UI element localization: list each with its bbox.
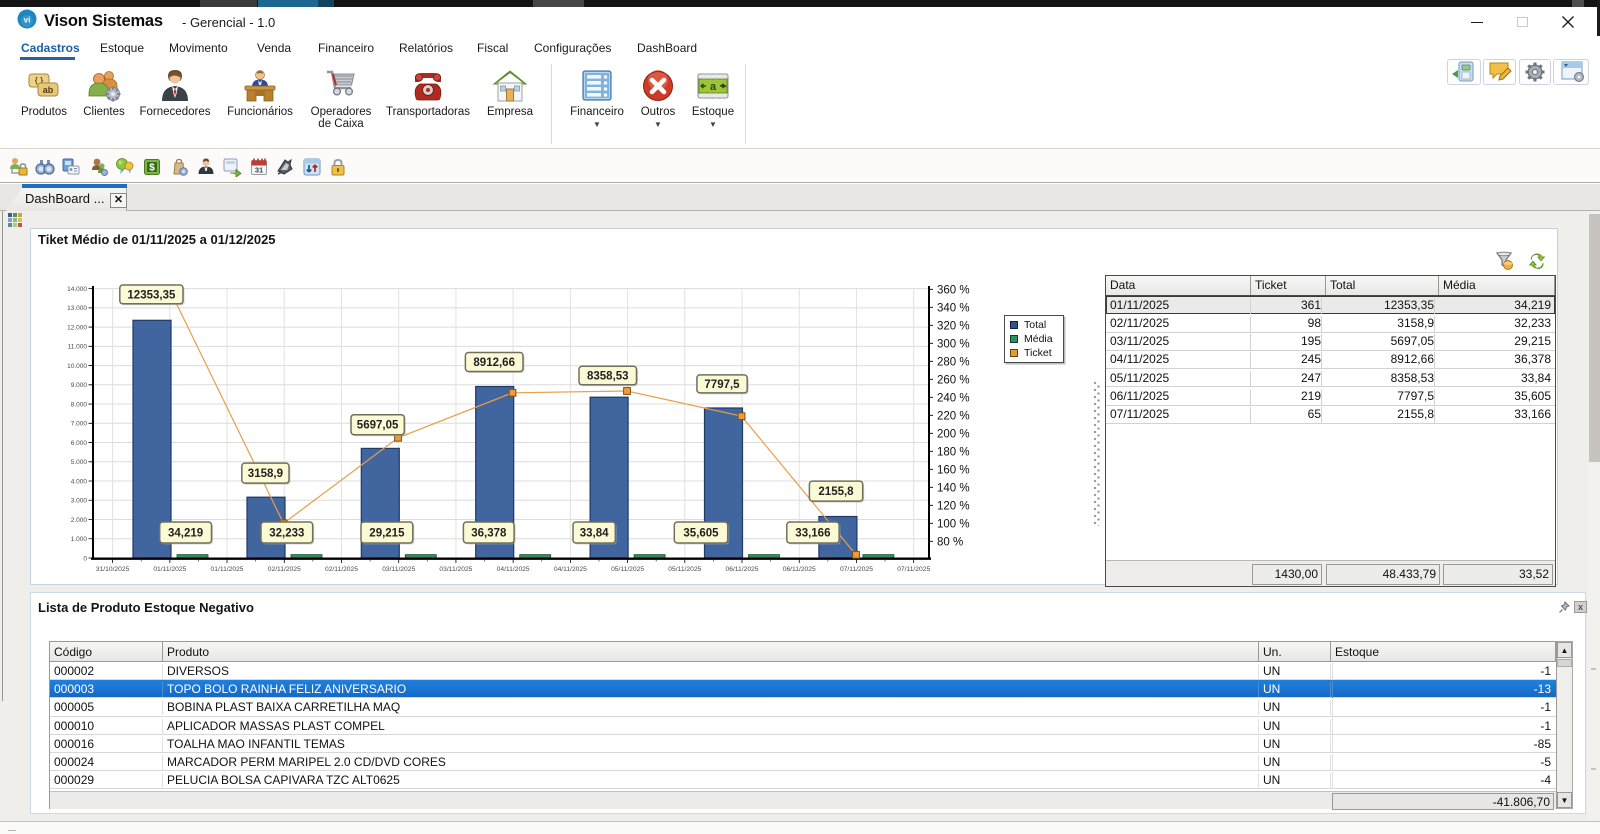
svg-text:04/11/2025: 04/11/2025 [497,566,530,573]
svg-text:02/11/2025: 02/11/2025 [325,566,358,573]
svg-text:2.000: 2.000 [71,517,88,524]
svg-text:03/11/2025: 03/11/2025 [439,566,472,573]
svg-text:8358,53: 8358,53 [587,371,629,383]
svg-text:31: 31 [255,166,263,175]
svg-text:06/11/2025: 06/11/2025 [726,566,759,573]
svg-text:180 %: 180 % [937,446,970,458]
svg-text:340 %: 340 % [937,302,970,314]
svg-text:04/11/2025: 04/11/2025 [554,566,587,573]
svg-text:2155,8: 2155,8 [818,486,854,498]
svg-text:10.000: 10.000 [67,363,87,370]
svg-text:12.000: 12.000 [67,324,87,331]
svg-text:0: 0 [83,555,87,562]
svg-text:260 %: 260 % [937,374,970,386]
svg-text:02/11/2025: 02/11/2025 [268,566,301,573]
svg-text:3158,9: 3158,9 [248,468,283,480]
svg-text:5.000: 5.000 [71,459,88,466]
svg-text:9.000: 9.000 [71,382,88,389]
svg-text:33,166: 33,166 [795,528,830,540]
svg-text:240 %: 240 % [937,392,970,404]
svg-text:8.000: 8.000 [71,401,88,408]
svg-text:80 %: 80 % [937,536,963,548]
svg-text:07/11/2025: 07/11/2025 [897,566,930,573]
svg-text:07/11/2025: 07/11/2025 [840,566,873,573]
svg-text:1.000: 1.000 [71,536,88,543]
svg-text:29,215: 29,215 [369,528,405,540]
svg-text:12353,35: 12353,35 [127,289,176,301]
svg-text:280 %: 280 % [937,356,970,368]
svg-text:8912,66: 8912,66 [473,357,515,369]
svg-text:ab: ab [43,85,54,95]
svg-text:06/11/2025: 06/11/2025 [783,566,816,573]
svg-text:{ }: { } [35,76,43,85]
svg-text:320 %: 320 % [937,320,970,332]
svg-text:4.000: 4.000 [71,478,88,485]
svg-text:160 %: 160 % [937,464,970,476]
svg-text:100 %: 100 % [937,518,970,530]
svg-text:a: a [710,81,717,93]
svg-text:13.000: 13.000 [67,305,87,312]
svg-text:200 %: 200 % [937,428,970,440]
svg-text:7.000: 7.000 [71,421,88,428]
svg-text:5697,05: 5697,05 [357,420,399,432]
svg-text:33,84: 33,84 [580,528,609,540]
svg-text:11.000: 11.000 [68,344,88,351]
svg-text:32,233: 32,233 [269,528,304,540]
svg-text:140 %: 140 % [937,482,970,494]
svg-text:03/11/2025: 03/11/2025 [382,566,415,573]
svg-text:35,605: 35,605 [683,528,719,540]
svg-text:360 %: 360 % [937,284,970,296]
svg-text:34,219: 34,219 [168,528,203,540]
svg-text:01/11/2025: 01/11/2025 [211,566,244,573]
svg-text:14.000: 14.000 [67,286,87,293]
svg-text:31/10/2025: 31/10/2025 [96,566,130,573]
svg-text:7797,5: 7797,5 [704,379,740,391]
svg-text:vi: vi [24,16,31,25]
svg-text:120 %: 120 % [937,500,970,512]
svg-text:300 %: 300 % [937,338,970,350]
svg-text:3.000: 3.000 [71,498,88,505]
svg-text:05/11/2025: 05/11/2025 [611,566,644,573]
svg-text:05/11/2025: 05/11/2025 [668,566,701,573]
svg-text:6.000: 6.000 [71,440,88,447]
svg-text:220 %: 220 % [937,410,970,422]
svg-text:36,378: 36,378 [471,528,507,540]
svg-text:01/11/2025: 01/11/2025 [153,566,186,573]
svg-text:$: $ [149,163,155,174]
